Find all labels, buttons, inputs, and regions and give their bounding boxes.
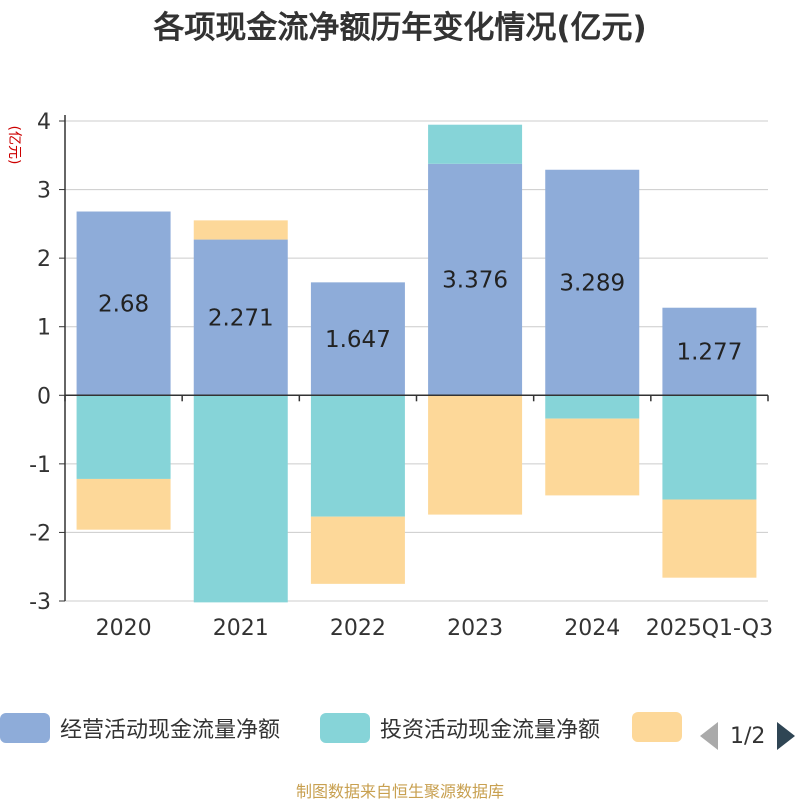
data-label: 1.277 — [676, 340, 742, 366]
next-page-icon[interactable] — [777, 722, 795, 750]
prev-page-icon[interactable] — [700, 722, 718, 750]
legend-pager: 1/2 — [700, 722, 795, 750]
bar-investing-2025Q1-Q3 — [662, 395, 756, 499]
bar-financing-2021 — [194, 220, 288, 239]
legend-label-operating: 经营活动现金流量净额 — [60, 712, 280, 744]
x-tick-label: 2024 — [564, 616, 620, 641]
y-tick-label: 2 — [37, 247, 51, 272]
legend: 经营活动现金流量净额 投资活动现金流量净额 1/2 — [0, 712, 800, 756]
legend-item-investing[interactable]: 投资活动现金流量净额 — [320, 712, 600, 744]
legend-swatch-operating — [0, 713, 50, 743]
bar-financing-2024 — [545, 419, 639, 496]
y-tick-label: 4 — [37, 110, 51, 135]
x-tick-label: 2021 — [213, 616, 269, 641]
legend-item-operating[interactable]: 经营活动现金流量净额 — [0, 712, 280, 744]
bar-financing-2022 — [311, 517, 405, 584]
bar-chart: -3 -2 -1 0 1 2 3 4 (亿元) 2.68 2020 2.271 2021 1.647 202… — [0, 0, 800, 700]
x-tick-label: 2020 — [96, 616, 152, 641]
y-tick-label: 0 — [37, 384, 51, 409]
bar-investing-2021 — [194, 395, 288, 602]
bar-investing-2020 — [77, 395, 171, 479]
x-tick-label: 2023 — [447, 616, 503, 641]
x-tick-label: 2022 — [330, 616, 386, 641]
bar-financing-2020 — [77, 479, 171, 530]
legend-page-indicator: 1/2 — [730, 724, 765, 749]
bar-investing-2022 — [311, 395, 405, 516]
x-tick-label: 2025Q1-Q3 — [646, 616, 773, 641]
source-note: 制图数据来自恒生聚源数据库 — [0, 778, 800, 802]
y-tick-label: -1 — [29, 453, 51, 478]
bar-investing-2023 — [428, 125, 522, 164]
legend-label-investing: 投资活动现金流量净额 — [380, 712, 600, 744]
bar-financing-2025Q1-Q3 — [662, 500, 756, 578]
y-tick-label: -2 — [29, 521, 51, 546]
y-tick-label: 1 — [37, 316, 51, 341]
y-axis-label: (亿元) — [6, 126, 22, 165]
data-label: 2.271 — [208, 305, 274, 331]
y-tick-label: 3 — [37, 179, 51, 204]
legend-swatch-financing — [632, 712, 682, 742]
y-tick-label: -3 — [29, 590, 51, 615]
bar-financing-2023 — [428, 395, 522, 514]
bar-investing-2024 — [545, 395, 639, 418]
data-label: 3.289 — [559, 271, 625, 297]
legend-swatch-investing — [320, 713, 370, 743]
data-label: 1.647 — [325, 327, 391, 353]
data-label: 2.68 — [98, 291, 149, 317]
legend-item-financing[interactable] — [632, 712, 692, 742]
data-label: 3.376 — [442, 268, 508, 294]
